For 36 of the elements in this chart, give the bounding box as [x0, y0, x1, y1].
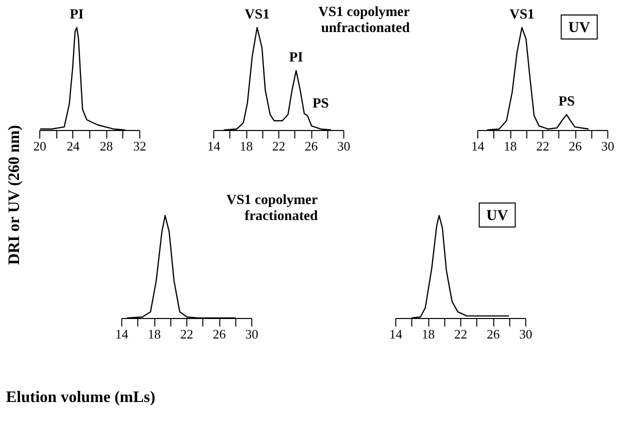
x-tick-label: 14	[115, 326, 129, 342]
x-tick-label: 22	[536, 138, 550, 154]
annotation: VS1	[509, 8, 534, 23]
annotation: PS	[558, 94, 576, 110]
x-tick-label: 28	[100, 138, 113, 154]
x-tick-label: 20	[33, 138, 46, 154]
x-tick-label: 32	[133, 138, 146, 154]
x-tick-label: 24	[66, 138, 80, 154]
chart-title: VS1 copolymer unfractionated	[318, 5, 410, 36]
x-tick-label: 18	[422, 326, 435, 342]
x-tick-label: 26	[568, 138, 582, 154]
x-tick-label: 18	[240, 138, 253, 154]
annotation: PS	[312, 96, 330, 112]
x-tick-label: 18	[148, 326, 161, 342]
x-tick-label: 26	[212, 326, 226, 342]
x-tick-label: 22	[272, 138, 286, 154]
x-axis-title: Elution volume (mLs)	[6, 389, 156, 406]
x-tick-label: 22	[180, 326, 194, 342]
annotation: UV	[486, 208, 508, 224]
y-axis-title: DRI or UV (260 nm)	[6, 125, 23, 265]
x-tick-label: 22	[454, 326, 468, 342]
x-tick-label: 14	[389, 326, 403, 342]
x-tick-label: 18	[504, 138, 517, 154]
x-tick-label: 14	[471, 138, 485, 154]
chart-title: VS1 copolymer fractionated	[226, 193, 318, 224]
x-tick-label: 14	[207, 138, 221, 154]
x-tick-label: 30	[519, 326, 532, 342]
annotation: VS1	[244, 8, 270, 23]
x-tick-label: 30	[601, 138, 614, 154]
x-tick-label: 30	[245, 326, 258, 342]
x-tick-label: 26	[486, 326, 500, 342]
annotation: UV	[568, 20, 590, 36]
annotation: PI	[70, 8, 84, 23]
annotation: PI	[289, 50, 304, 66]
x-tick-label: 30	[337, 138, 350, 154]
x-tick-label: 26	[304, 138, 318, 154]
